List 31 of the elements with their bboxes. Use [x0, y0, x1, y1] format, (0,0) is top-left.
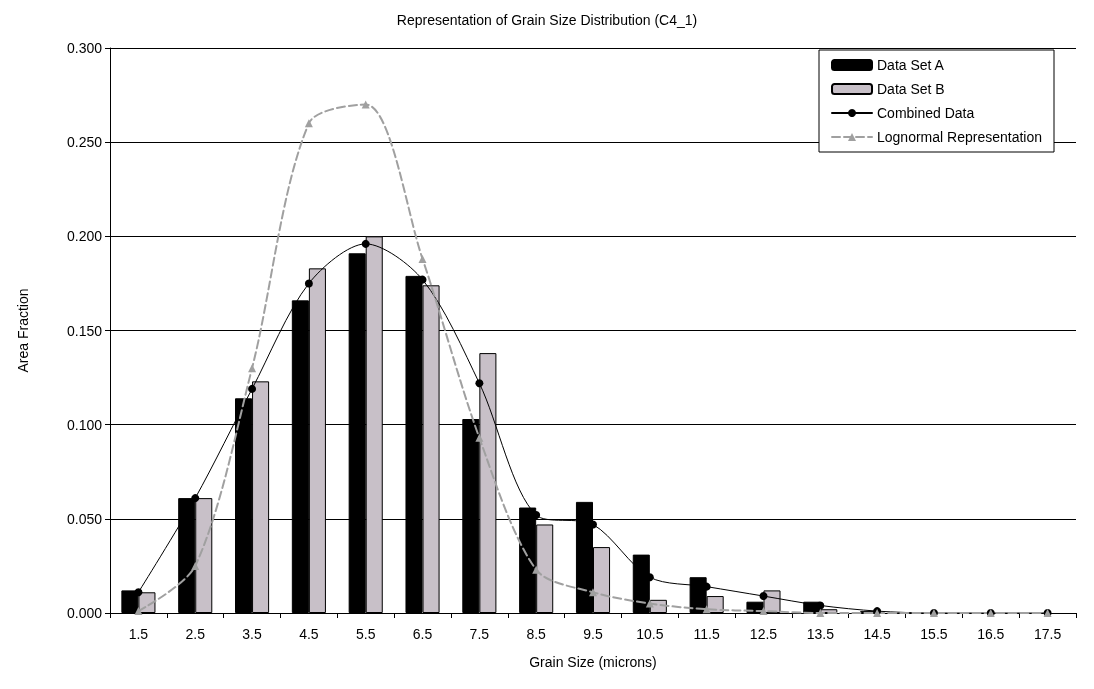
y-axis-title: Area Fraction: [15, 288, 31, 373]
x-tick-label: 10.5: [636, 626, 664, 642]
x-tick-label: 14.5: [863, 626, 891, 642]
legend-label: Lognormal Representation: [877, 129, 1043, 145]
x-tick-label: 11.5: [693, 626, 720, 642]
x-tick-label: 13.5: [806, 626, 835, 642]
x-tick-label: 15.5: [920, 626, 948, 642]
y-tick-label: 0.200: [66, 228, 103, 245]
chart-title: Representation of Grain Size Distribution (C4_1): [396, 12, 698, 28]
y-tick-label: 0.250: [66, 134, 103, 151]
x-tick-label: 9.5: [583, 626, 603, 642]
legend-label: Data Set B: [877, 81, 945, 97]
x-tick-label: 5.5: [355, 626, 376, 642]
x-axis-title: Grain Size (microns): [529, 654, 657, 670]
y-tick-label: 0.150: [66, 322, 103, 339]
legend-label: Data Set A: [877, 57, 945, 73]
x-tick-label: 2.5: [185, 626, 206, 642]
y-tick-label: 0.100: [66, 416, 103, 433]
x-tick-label: 7.5: [469, 626, 490, 642]
x-tick-label: 17.5: [1033, 626, 1062, 642]
y-tick-label: 0.000: [66, 605, 103, 621]
legend-label: Combined Data: [877, 105, 975, 121]
x-tick-label: 12.5: [749, 626, 778, 642]
y-tick-label: 0.050: [66, 510, 103, 527]
x-tick-label: 3.5: [242, 626, 262, 642]
x-tick-label: 4.5: [299, 626, 319, 642]
x-tick-label: 16.5: [977, 626, 1005, 642]
x-tick-label: 8.5: [526, 626, 547, 642]
x-tick-label: 6.5: [412, 626, 433, 642]
x-tick-label: 1.5: [128, 626, 149, 642]
y-tick-label: 0.300: [66, 40, 103, 56]
